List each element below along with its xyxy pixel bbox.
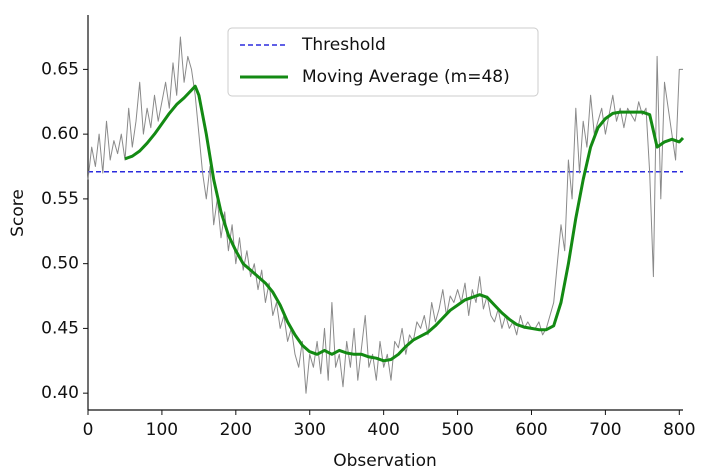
- legend-box: [227, 27, 539, 97]
- x-tick-label: 300: [294, 420, 326, 440]
- y-tick-label: 0.45: [41, 318, 79, 338]
- x-tick-label: 600: [515, 420, 547, 440]
- x-axis-label: Observation: [333, 451, 437, 471]
- x-tick-label: 0: [83, 420, 94, 440]
- x-tick-label: 400: [367, 420, 399, 440]
- legend-label: Threshold: [301, 35, 386, 55]
- y-tick-label: 0.50: [41, 254, 79, 274]
- y-tick-label: 0.55: [41, 189, 79, 209]
- y-axis-label: Score: [8, 189, 28, 237]
- x-tick-label: 800: [663, 420, 695, 440]
- legend-label: Moving Average (m=48): [302, 67, 510, 87]
- x-tick-label: 100: [146, 420, 178, 440]
- x-tick-label: 700: [589, 420, 621, 440]
- y-tick-label: 0.40: [41, 383, 79, 403]
- moving-average-line: [124, 84, 685, 363]
- x-tick-label: 500: [441, 420, 473, 440]
- y-tick-label: 0.60: [41, 124, 79, 144]
- x-tick-label: 200: [220, 420, 252, 440]
- y-tick-label: 0.65: [41, 59, 79, 79]
